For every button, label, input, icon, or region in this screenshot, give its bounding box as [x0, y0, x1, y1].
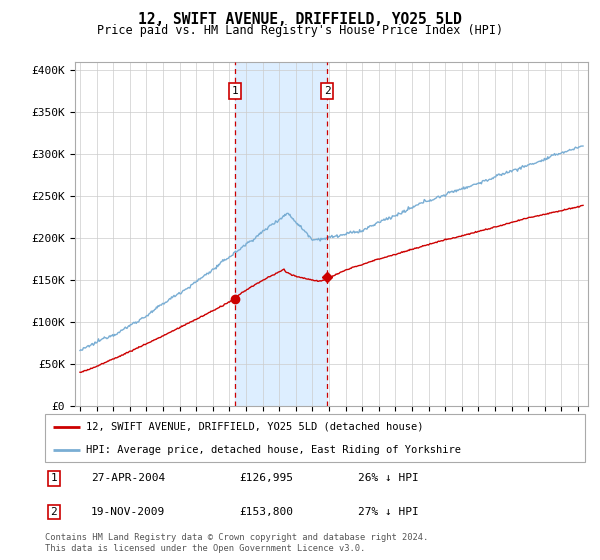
Text: 27-APR-2004: 27-APR-2004: [91, 473, 165, 483]
Text: 12, SWIFT AVENUE, DRIFFIELD, YO25 5LD: 12, SWIFT AVENUE, DRIFFIELD, YO25 5LD: [138, 12, 462, 27]
Text: 26% ↓ HPI: 26% ↓ HPI: [358, 473, 419, 483]
Text: 19-NOV-2009: 19-NOV-2009: [91, 507, 165, 517]
Text: £153,800: £153,800: [239, 507, 293, 517]
Text: 12, SWIFT AVENUE, DRIFFIELD, YO25 5LD (detached house): 12, SWIFT AVENUE, DRIFFIELD, YO25 5LD (d…: [86, 422, 423, 432]
Text: 1: 1: [232, 86, 238, 96]
Text: 2: 2: [324, 86, 331, 96]
Text: 27% ↓ HPI: 27% ↓ HPI: [358, 507, 419, 517]
Text: 2: 2: [50, 507, 57, 517]
Text: £126,995: £126,995: [239, 473, 293, 483]
Bar: [235, 62, 327, 406]
Text: Contains HM Land Registry data © Crown copyright and database right 2024.
This d: Contains HM Land Registry data © Crown c…: [45, 533, 428, 553]
Text: Price paid vs. HM Land Registry's House Price Index (HPI): Price paid vs. HM Land Registry's House …: [97, 24, 503, 36]
Text: HPI: Average price, detached house, East Riding of Yorkshire: HPI: Average price, detached house, East…: [86, 445, 461, 455]
Text: 1: 1: [50, 473, 57, 483]
